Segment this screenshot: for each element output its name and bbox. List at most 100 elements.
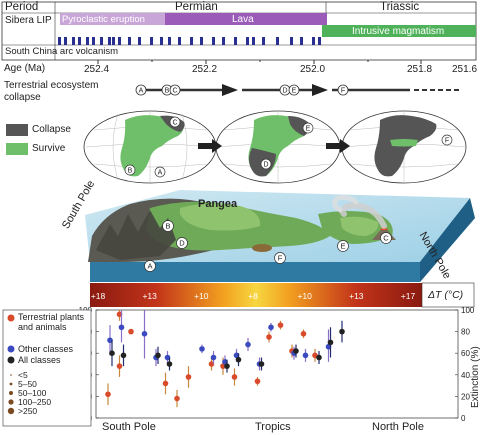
period-label: Period [5, 1, 39, 13]
legend-survive-label: Survive [32, 143, 66, 154]
arc-volcanism-tick [160, 37, 163, 45]
legend-other-dot [7, 345, 15, 353]
data-point [302, 352, 309, 359]
survive-swatch [6, 143, 28, 155]
arc-volcanism-tick [312, 37, 315, 45]
age-label: Age (Ma) [4, 63, 46, 74]
data-point [105, 391, 111, 398]
temperature-label: +8 [248, 291, 258, 301]
legend-size-2 [9, 382, 13, 386]
temperature-label: +10 [297, 291, 312, 301]
arc-volcanism-tick [128, 37, 131, 45]
data-point [235, 356, 242, 363]
data-point [266, 334, 272, 340]
data-point [210, 354, 217, 361]
pyroclastic-bar [60, 13, 165, 25]
age-tick-4: 251.8 [407, 64, 433, 75]
landscape-marker-f [274, 252, 286, 264]
arc-volcanism-tick [234, 37, 237, 45]
data-point [339, 328, 345, 335]
data-point [185, 374, 192, 380]
event-marker-label: F [341, 88, 345, 95]
temperature-label: +18 [91, 291, 106, 301]
map-1 [83, 110, 217, 184]
map-marker-f [441, 134, 453, 146]
y-ticks-right: 0 20 40 60 80 100 [455, 306, 475, 423]
legend-size-3 [9, 391, 13, 395]
arrow-map1-map2 [198, 139, 222, 153]
temperature-bar [90, 283, 422, 307]
data-point [118, 324, 125, 331]
arrow-map2-map3 [326, 139, 350, 153]
y-tick-label-right: 60 [461, 349, 470, 358]
arc-volcanism-tick [276, 37, 279, 45]
event-marker-a [135, 84, 147, 96]
arc-volcanism-tick [100, 37, 103, 45]
legend-size-label-1: <5 [18, 370, 28, 380]
age-axis [97, 60, 422, 64]
legend-size-label-4: 100–250 [18, 397, 52, 407]
chart-legend-box [2, 309, 92, 427]
data-point [268, 324, 274, 331]
data-point [174, 395, 180, 402]
arc-volcanism-tick [300, 37, 303, 45]
data-point [166, 361, 173, 367]
data-point [109, 350, 115, 357]
delta-label-box [421, 282, 475, 308]
map-marker-label: A [158, 170, 163, 177]
arc-volcanism-tick [112, 37, 115, 45]
sibera-label: Sibera LIP [5, 15, 52, 26]
age-tick-3: 252.0 [300, 64, 326, 75]
arc-volcanism-tick [252, 37, 255, 45]
arc-volcanism-ticks [58, 37, 321, 45]
event-marker-label: B [165, 88, 170, 95]
data-point [128, 328, 134, 335]
legend-size-4 [8, 399, 14, 405]
map-2 [215, 110, 341, 184]
landscape-marker-label: C [383, 234, 389, 243]
arc-volcanism-tick [290, 37, 293, 45]
chart-marks [105, 310, 345, 408]
legend-all-label: All classes [18, 355, 61, 365]
landscape-marker-label: B [165, 222, 170, 231]
map-marker-label: F [445, 138, 449, 145]
arc-volcanism-tick [222, 37, 225, 45]
lava-bar [165, 13, 327, 25]
landscape-marker-e [337, 240, 349, 252]
landscape-marker-label: F [278, 254, 283, 263]
data-point [258, 361, 265, 367]
event-marker-c [169, 84, 181, 96]
event-marker-e [288, 84, 300, 96]
data-point [327, 339, 334, 346]
arc-volcanism-tick [108, 37, 111, 45]
age-tick-2: 252.2 [192, 64, 218, 75]
legend-size-label-2: 5–50 [18, 379, 37, 389]
temperature-label: +10 [194, 291, 209, 301]
legend-collapse-label: Collapse [32, 124, 71, 135]
lava-label: Lava [232, 14, 254, 25]
arc-volcanism-tick [212, 37, 215, 45]
data-point [120, 352, 127, 359]
data-point [293, 348, 299, 354]
legend-size-5 [7, 407, 15, 415]
legend-size-1 [10, 374, 12, 376]
terrestrial-label: Terrestrial ecosystem [4, 80, 99, 91]
map-marker-label: C [172, 120, 177, 127]
collapse-swatch [6, 124, 28, 136]
landscape-marker-c [380, 232, 392, 244]
age-tick-1: 252.4 [84, 64, 110, 75]
south-china-label: South China arc volcanism [5, 46, 118, 57]
data-point [245, 341, 251, 348]
data-point [141, 330, 148, 337]
arc-volcanism-tick [78, 37, 81, 45]
chart-plot-area [95, 309, 459, 419]
x-label-south-pole: South Pole [102, 421, 156, 433]
arc-volcanism-tick [86, 37, 89, 45]
data-point [316, 354, 322, 361]
legend-size-label-5: >250 [18, 406, 38, 416]
data-point [162, 380, 169, 387]
collapse-word: collapse [4, 92, 41, 103]
landscape-marker-a [144, 260, 156, 272]
landscape-marker-label: A [147, 262, 152, 271]
data-point [224, 363, 230, 369]
